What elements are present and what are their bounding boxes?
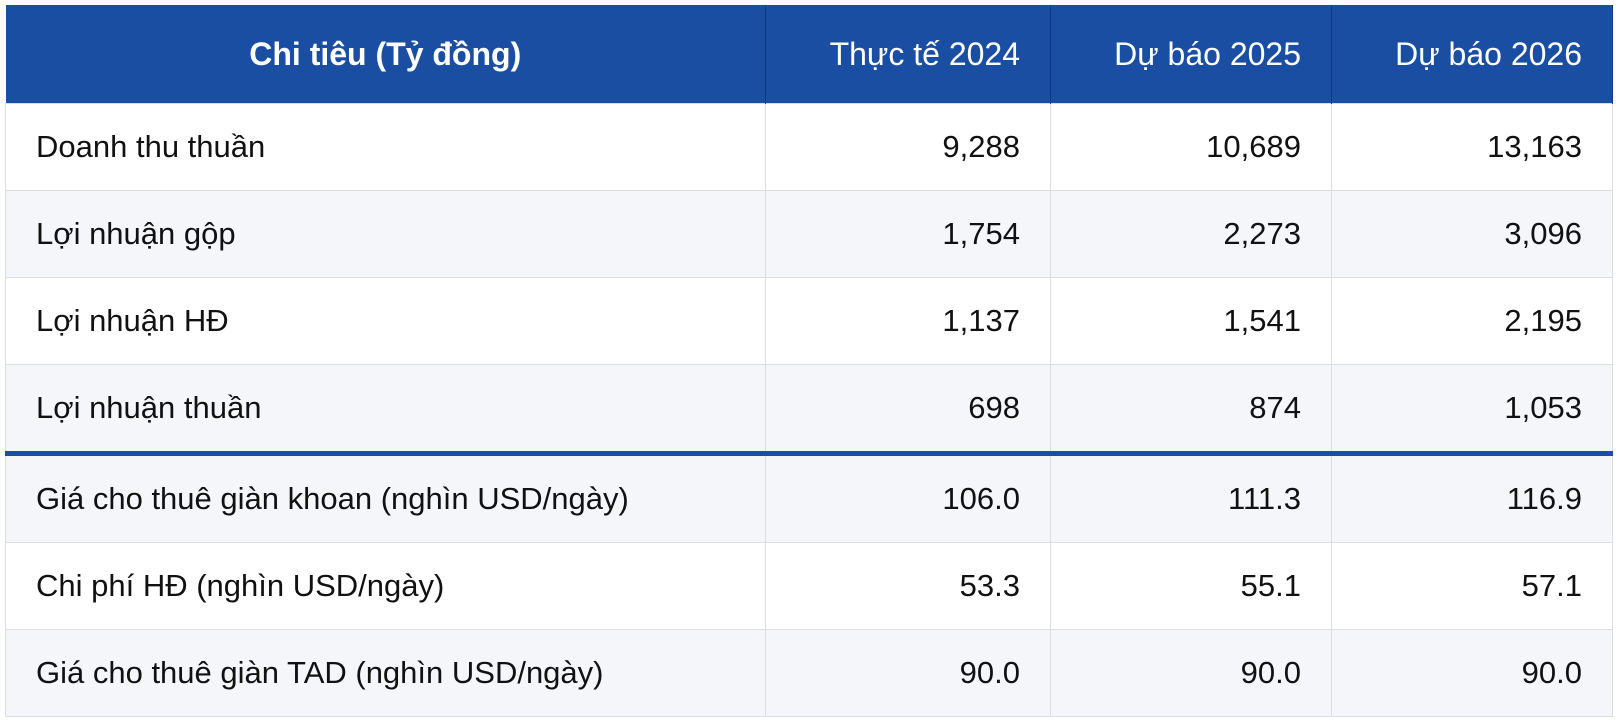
- header-cell: Thực tế 2024: [765, 5, 1051, 104]
- data-table: Chi tiêu (Tỷ đồng) Thực tế 2024 Dự báo 202…: [5, 5, 1613, 717]
- table-row: Giá cho thuê giàn TAD (nghìn USD/ngày) 90…: [5, 629, 1613, 717]
- value-cell: 13,163: [1331, 103, 1613, 191]
- table-row: Giá cho thuê giàn khoan (nghìn USD/ngày)…: [5, 451, 1613, 543]
- value-cell: 3,096: [1331, 190, 1613, 278]
- value-cell: 57.1: [1331, 542, 1613, 630]
- value-cell: 106.0: [765, 451, 1051, 543]
- header-row: Chi tiêu (Tỷ đồng) Thực tế 2024 Dự báo 202…: [5, 5, 1613, 104]
- value-cell: 55.1: [1050, 542, 1332, 630]
- value-cell: 116.9: [1331, 451, 1613, 543]
- value-cell: 90.0: [1331, 629, 1613, 717]
- row-label: Lợi nhuận thuần: [5, 364, 766, 454]
- value-cell: 1,541: [1050, 277, 1332, 365]
- row-label: Lợi nhuận gộp: [5, 190, 766, 278]
- value-cell: 2,273: [1050, 190, 1332, 278]
- value-cell: 698: [765, 364, 1051, 454]
- table-row: Lợi nhuận HĐ 1,137 1,541 2,195: [5, 277, 1613, 365]
- value-cell: 1,137: [765, 277, 1051, 365]
- row-label: Chi phí HĐ (nghìn USD/ngày): [5, 542, 766, 630]
- value-cell: 9,288: [765, 103, 1051, 191]
- header-cell: Dự báo 2025: [1050, 5, 1332, 104]
- header-cell: Dự báo 2026: [1331, 5, 1613, 104]
- row-label: Doanh thu thuần: [5, 103, 766, 191]
- table-row: Chi phí HĐ (nghìn USD/ngày) 53.3 55.1 57.1: [5, 542, 1613, 630]
- table-row: Lợi nhuận gộp 1,754 2,273 3,096: [5, 190, 1613, 278]
- row-label: Lợi nhuận HĐ: [5, 277, 766, 365]
- value-cell: 1,754: [765, 190, 1051, 278]
- value-cell: 874: [1050, 364, 1332, 454]
- value-cell: 111.3: [1050, 451, 1332, 543]
- value-cell: 90.0: [1050, 629, 1332, 717]
- table-body: Doanh thu thuần 9,288 10,689 13,163 Lợi nhuậ…: [5, 103, 1613, 717]
- row-label: Giá cho thuê giàn khoan (nghìn USD/ngày): [5, 451, 766, 543]
- table-row: Lợi nhuận thuần 698 874 1,053: [5, 364, 1613, 454]
- value-cell: 1,053: [1331, 364, 1613, 454]
- row-label: Giá cho thuê giàn TAD (nghìn USD/ngày): [5, 629, 766, 717]
- value-cell: 90.0: [765, 629, 1051, 717]
- table-row: Doanh thu thuần 9,288 10,689 13,163: [5, 103, 1613, 191]
- value-cell: 2,195: [1331, 277, 1613, 365]
- value-cell: 53.3: [765, 542, 1051, 630]
- value-cell: 10,689: [1050, 103, 1332, 191]
- header-cell: Chi tiêu (Tỷ đồng): [5, 5, 766, 104]
